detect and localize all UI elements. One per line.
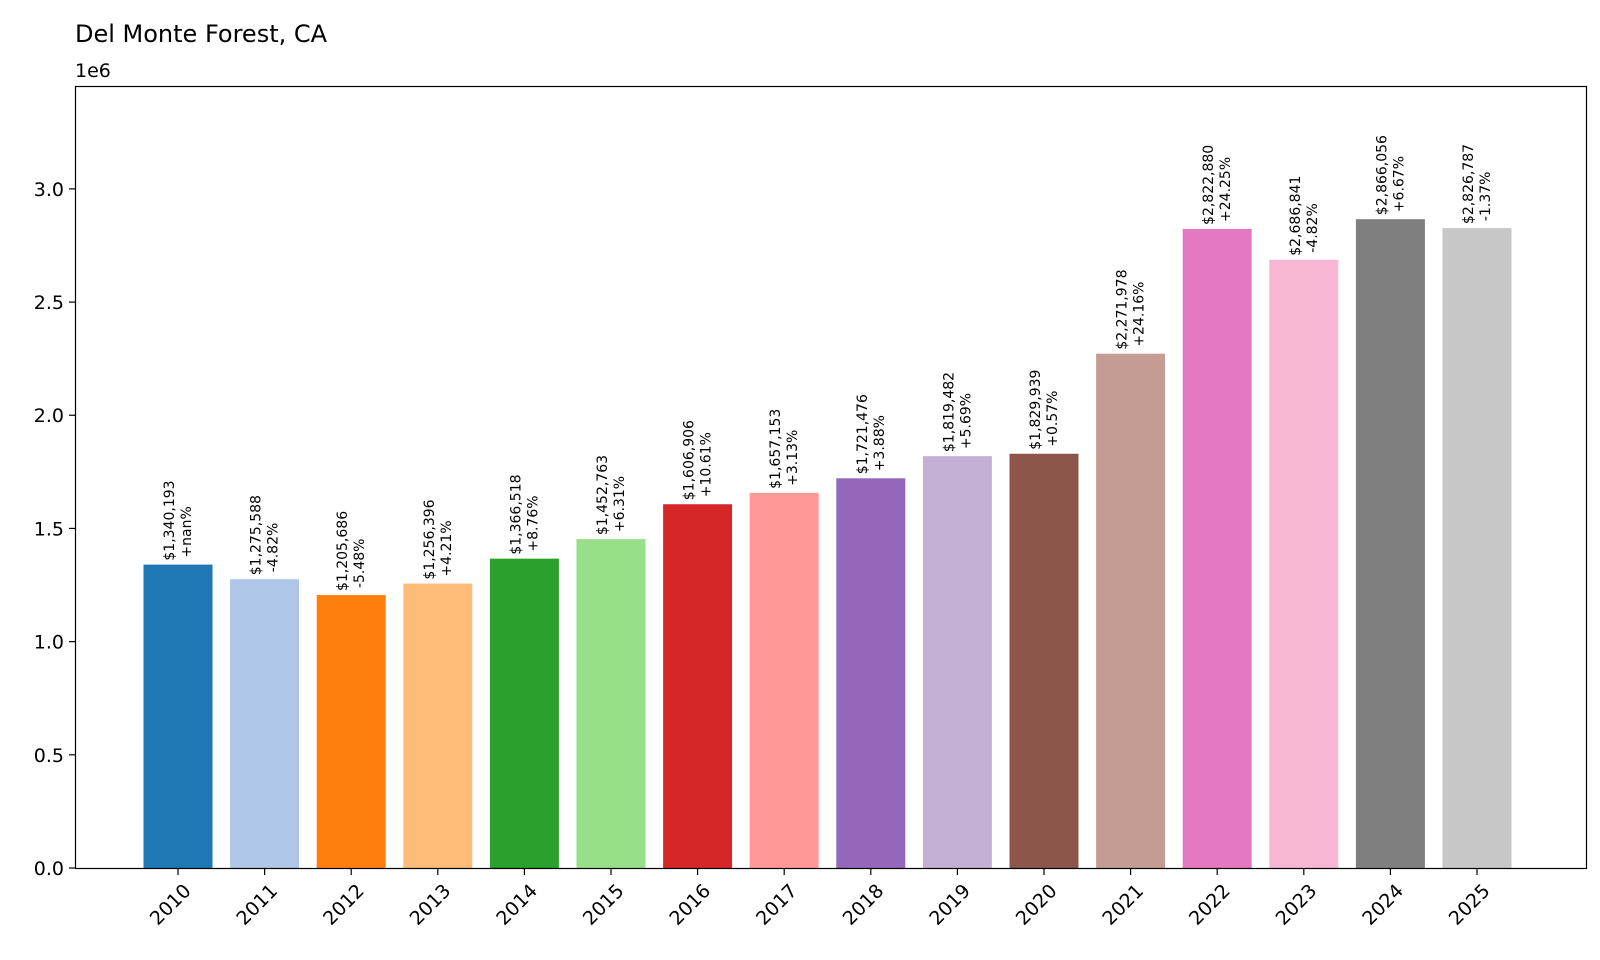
bar-2020 [1009, 453, 1079, 868]
x-tick-label: 2016 [665, 880, 715, 930]
x-tick-label: 2015 [579, 880, 629, 930]
chart-title: Del Monte Forest, CA [75, 20, 328, 48]
x-tick-label: 2025 [1445, 880, 1495, 930]
y-tick-label: 2.5 [34, 292, 64, 314]
bar-2025 [1442, 228, 1512, 868]
y-axis: 0.0 0.5 1.0 1.5 2.0 2.5 3.0 [34, 179, 76, 880]
y-tick-label: 2.0 [34, 405, 64, 427]
x-tick-label: 2024 [1358, 880, 1408, 930]
bar-value-label: $1,819,482+5.69% [941, 372, 974, 452]
x-tick-label: 2022 [1185, 880, 1235, 930]
bar-value-label: $2,826,787-1.37% [1461, 144, 1494, 224]
bar-2015 [576, 539, 646, 868]
bar-value-label: $1,721,476+3.88% [855, 394, 888, 474]
bar-value-label: $2,822,880+24.25% [1201, 145, 1234, 225]
bar-value-label: $1,657,153+3.13% [768, 409, 801, 489]
bar-2016 [663, 504, 733, 868]
bar-labels: $1,340,193+nan% $1,275,588-4.82% $1,205,68… [162, 135, 1494, 591]
x-tick-label: 2023 [1272, 880, 1322, 930]
bar-2023 [1269, 259, 1339, 869]
x-axis: 2010 2011 2012 2013 2014 2015 2016 2017 2018 2019… [146, 868, 1495, 930]
bar-2013 [403, 583, 473, 868]
bar-value-label: $1,606,906+10.61% [682, 420, 715, 500]
x-tick-label: 2010 [146, 880, 196, 930]
bars [143, 219, 1512, 869]
x-tick-label: 2021 [1098, 880, 1148, 930]
bar-2011 [230, 579, 300, 868]
bar-2022 [1182, 228, 1252, 868]
bar-value-label: $1,829,939+0.57% [1028, 370, 1061, 450]
bar-value-label: $2,271,978+24.16% [1115, 270, 1148, 350]
y-tick-label: 0.5 [34, 745, 64, 767]
y-axis-offset-label: 1e6 [75, 60, 111, 82]
bar-2019 [922, 456, 992, 868]
x-tick-label: 2019 [925, 880, 975, 930]
bar-value-label: $1,340,193+nan% [162, 480, 195, 560]
bar-2024 [1355, 219, 1425, 868]
bar-value-label: $2,866,056+6.67% [1374, 135, 1407, 215]
bar-value-label: $1,256,396+4.21% [422, 499, 455, 579]
y-tick-label: 0.0 [34, 858, 64, 880]
y-tick-label: 3.0 [34, 179, 64, 201]
bar-2018 [836, 478, 906, 868]
bar-2017 [749, 492, 819, 868]
bar-value-label: $1,275,588-4.82% [249, 495, 282, 575]
x-tick-label: 2020 [1012, 880, 1062, 930]
bar-value-label: $1,452,763+6.31% [595, 455, 628, 535]
x-tick-label: 2013 [406, 880, 456, 930]
x-tick-label: 2018 [839, 880, 889, 930]
bar-2012 [316, 595, 386, 868]
x-tick-label: 2017 [752, 880, 802, 930]
bar-2014 [489, 558, 559, 868]
bar-2010 [143, 564, 213, 868]
y-tick-label: 1.5 [34, 518, 64, 540]
plot-frame [74, 85, 1588, 870]
bar-value-label: $1,366,518+8.76% [508, 474, 541, 554]
bar-value-label: $2,686,841-4.82% [1288, 176, 1321, 256]
x-tick-label: 2014 [492, 880, 542, 930]
y-tick-label: 1.0 [34, 632, 64, 654]
x-tick-label: 2012 [319, 880, 369, 930]
bar-2021 [1096, 353, 1166, 868]
x-tick-label: 2011 [232, 880, 282, 930]
bar-value-label: $1,205,686-5.48% [335, 511, 368, 591]
